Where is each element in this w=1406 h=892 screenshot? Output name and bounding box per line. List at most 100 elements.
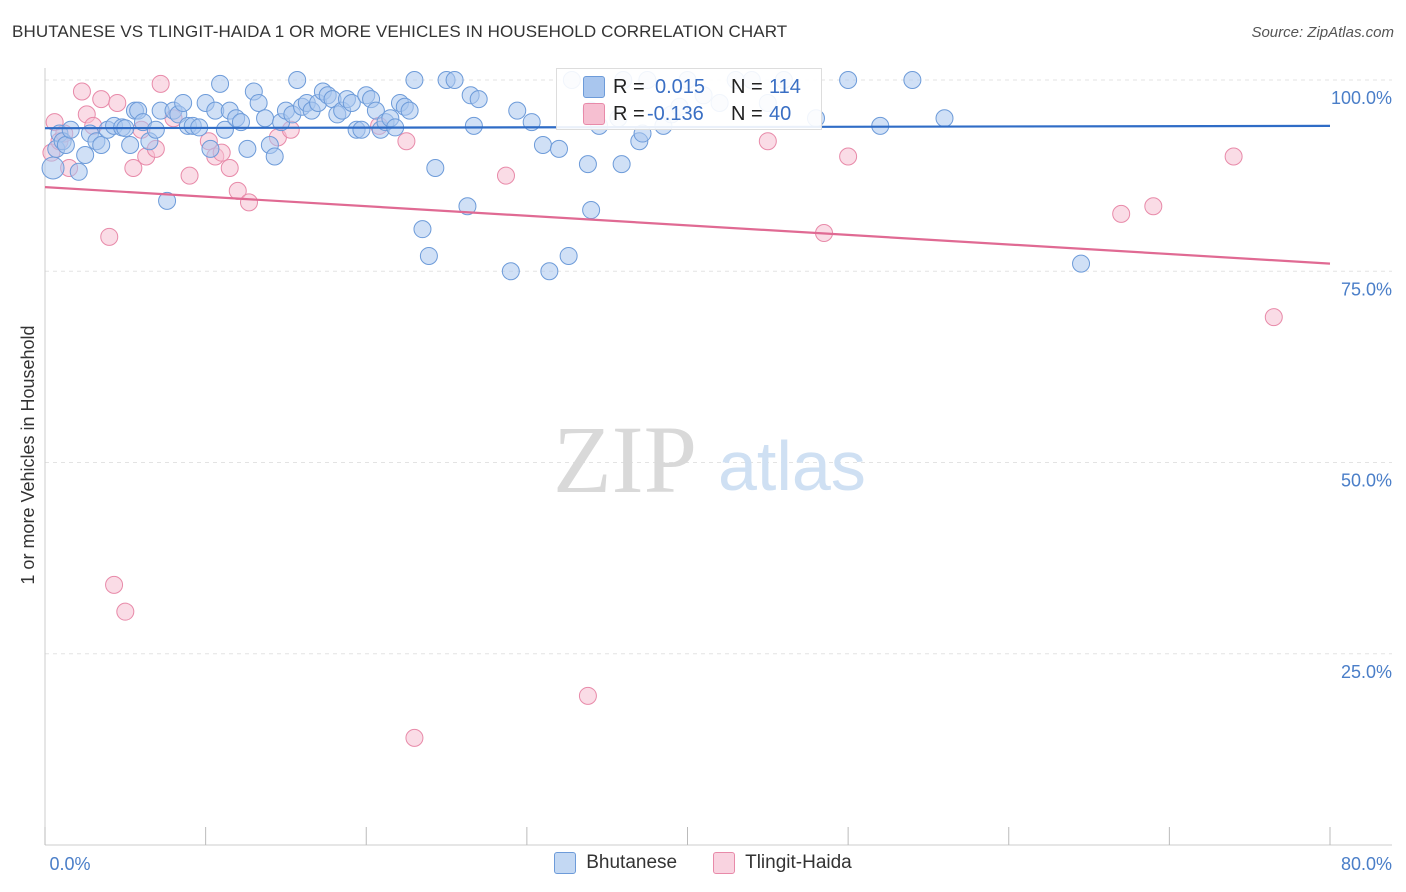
bhutanese-point [41, 156, 65, 180]
bhutanese-point [265, 147, 284, 166]
bhutanese-point [839, 71, 858, 89]
bhutanese-point [61, 120, 80, 139]
bhutanese-point [342, 93, 361, 112]
legend: Bhutanese Tlingit-Haida [0, 852, 1406, 874]
bhutanese-point [550, 139, 568, 158]
tlingit-haida-point [405, 728, 424, 747]
bhutanese-point [211, 74, 230, 93]
tlingit-haida-point [239, 193, 258, 212]
tlingit-haida-point [1264, 308, 1283, 327]
stats-swatch-blue [583, 76, 605, 98]
stats-swatch-pink [583, 103, 605, 125]
tlingit-haida-point [220, 158, 239, 177]
bhutanese-point [158, 191, 177, 210]
stats-n-value: 40 [769, 102, 792, 125]
stats-n-label: N = [731, 102, 763, 125]
watermark: ZIP atlas [553, 406, 866, 513]
bhutanese-point [426, 158, 445, 177]
bhutanese-point [419, 246, 438, 265]
tlingit-haida-point [397, 132, 416, 151]
bhutanese-point [578, 155, 597, 174]
watermark-zip: ZIP [553, 406, 697, 513]
bhutanese-point [508, 101, 527, 120]
stats-n-label: N = [731, 75, 763, 98]
bhutanese-point [76, 145, 95, 164]
tlingit-haida-point [1144, 197, 1163, 216]
bhutanese-point [256, 109, 275, 128]
legend-swatch-pink [713, 852, 736, 874]
legend-label: Bhutanese [586, 852, 678, 873]
bhutanese-point [903, 71, 922, 89]
watermark-atlas: atlas [718, 427, 866, 505]
stats-n-value: 114 [769, 75, 801, 98]
bhutanese-point [69, 162, 88, 181]
bhutanese-point [612, 155, 631, 174]
x-tick-label: 0.0% [49, 854, 90, 874]
bhutanese-point [400, 101, 419, 120]
tlingit-haida-point [496, 166, 515, 185]
bhutanese-point [366, 101, 385, 120]
tlingit-haida-point [108, 93, 127, 112]
legend-label: Tlingit-Haida [745, 852, 852, 873]
stats-r-value: 0.015 [655, 75, 706, 98]
bhutanese-point [405, 71, 424, 89]
bhutanese-point [559, 246, 578, 265]
bhutanese-point [352, 120, 371, 139]
tlingit-haida-point [1112, 204, 1131, 223]
tlingit-haida-point [151, 74, 170, 93]
bhutanese-point [582, 201, 601, 220]
stats-box: R = 0.015 N = 114 R = -0.136 N = 40 [556, 68, 822, 130]
y-tick-label: 25.0% [1341, 662, 1392, 682]
bhutanese-point [501, 262, 520, 281]
bhutanese-point [413, 220, 432, 239]
bhutanese-point [249, 93, 268, 112]
tlingit-haida-point [92, 90, 111, 109]
axes [44, 68, 1392, 846]
y-tick-label: 100.0% [1331, 88, 1392, 108]
stats-r-label: R = [613, 102, 645, 125]
legend-item-tlingit-haida[interactable]: Tlingit-Haida [713, 852, 852, 874]
y-axis-label: 1 or more Vehicles in Household [18, 325, 38, 584]
bhutanese-point [238, 139, 257, 158]
tlingit-haida-point [100, 227, 119, 246]
bhutanese-point [121, 136, 140, 155]
bhutanese-point [464, 116, 483, 135]
bhutanese-point [231, 113, 250, 132]
bhutanese-point [533, 136, 552, 155]
source-label: Source: ZipAtlas.com [1251, 24, 1394, 41]
bhutanese-point [1072, 254, 1091, 273]
bhutanese-point [174, 93, 193, 112]
chart-title: BHUTANESE VS TLINGIT-HAIDA 1 OR MORE VEH… [12, 22, 788, 41]
tlingit-haida-point [72, 82, 91, 101]
legend-swatch-blue [554, 852, 577, 874]
bhutanese-point [56, 136, 75, 155]
tlingit-haida-point [105, 575, 124, 594]
bhutanese-point [469, 90, 488, 109]
bhutanese-point [201, 139, 220, 158]
tlingit-haida-point [758, 132, 777, 151]
stats-r-label: R = [613, 75, 645, 98]
tlingit-haida-point [116, 602, 135, 621]
y-tick-label: 50.0% [1341, 471, 1392, 491]
grid-lines [45, 79, 1392, 655]
legend-item-bhutanese[interactable]: Bhutanese [554, 852, 677, 874]
bhutanese-point [92, 136, 111, 155]
bhutanese-point [288, 71, 307, 89]
tlingit-haida-point [578, 686, 597, 705]
tick-labels: 25.0% 50.0% 75.0% 100.0% 0.0% 80.0% [49, 88, 1392, 874]
x-tick-label: 80.0% [1341, 854, 1392, 874]
stats-r-value: -0.136 [647, 102, 704, 125]
tlingit-haida-point [1224, 147, 1243, 166]
tlingit-haida-point [839, 147, 858, 166]
bhutanese-point [146, 120, 165, 139]
tlingit-haida-trend-line [44, 186, 1331, 265]
bhutanese-point [445, 71, 464, 89]
bhutanese-point [540, 262, 559, 281]
bhutanese-point [935, 109, 954, 128]
bhutanese-point [215, 120, 234, 139]
y-tick-label: 75.0% [1341, 279, 1392, 299]
tlingit-haida-point [180, 166, 199, 185]
bhutanese-point [458, 197, 477, 216]
tlingit-haida-point [124, 158, 143, 177]
